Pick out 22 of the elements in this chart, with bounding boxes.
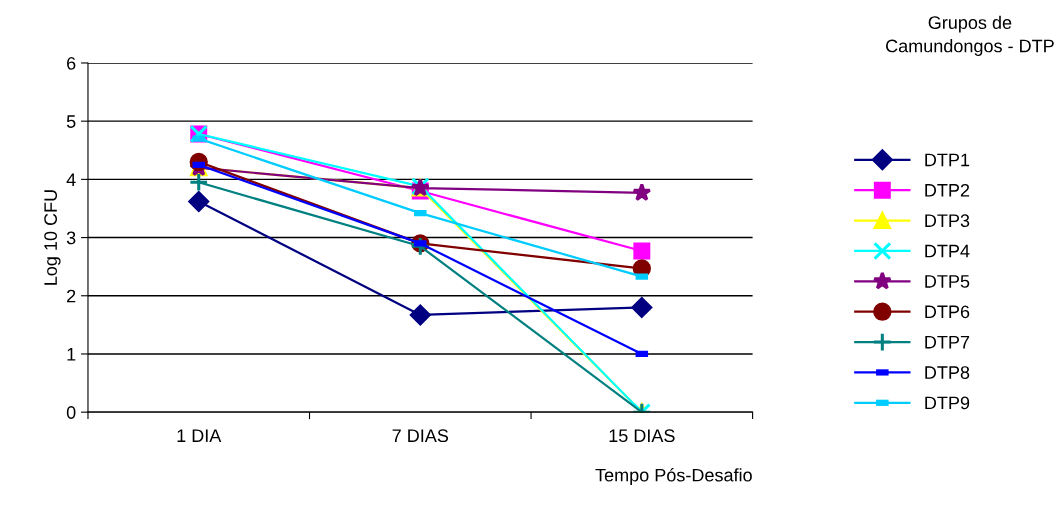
y-tick-label: 5 [66,115,76,128]
x-tick-label: 1 DIA [177,429,222,442]
x-tick-label: 7 DIAS [392,429,449,443]
legend-label: DTP1 [925,153,970,167]
y-tick-label: 6 [67,56,76,70]
legend-label: DTP6 [925,305,970,319]
legend-title: Grupos de Camundongos - DTP [886,15,1054,56]
x-axis-title: Tempo Pós-Desafio [595,468,752,486]
legend-label: DTP9 [925,396,970,410]
legend-label: DTP7 [925,335,970,349]
y-tick-label: 1 [67,348,76,361]
y-tick-label: 2 [67,289,76,303]
y-tick-label: 0 [66,406,76,419]
legend-label: DTP4 [925,244,970,258]
y-tick-label: 4 [66,173,76,186]
y-tick-label: 3 [66,231,76,245]
legend-label: DTP8 [925,366,970,379]
legend-label: DTP2 [925,183,970,197]
y-axis-title: Log 10 CFU [44,190,61,285]
x-tick-label: 15 DIAS [609,429,675,443]
legend-label: DTP5 [925,275,970,288]
legend-label: DTP3 [925,214,970,228]
